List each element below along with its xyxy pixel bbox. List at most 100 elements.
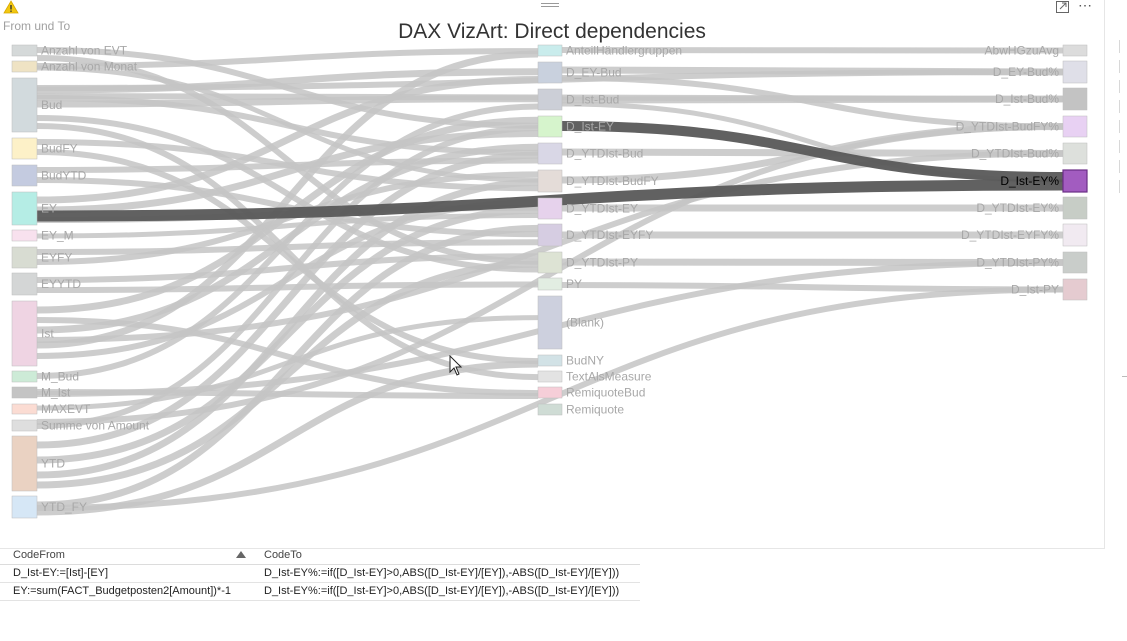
node-blank[interactable] (537, 295, 563, 350)
node-d-ytdist-bud[interactable] (1062, 142, 1088, 165)
node-summe-von-amount[interactable] (11, 419, 38, 432)
node-ytd[interactable] (11, 435, 38, 492)
node-d-ytdist-budfy[interactable] (537, 169, 563, 193)
node-eyytd[interactable] (11, 272, 38, 296)
cell-codefrom: D_Ist-EY:=[Ist]-[EY] (13, 567, 109, 579)
link-budytd-d-ytdist-eyfy[interactable] (36, 177, 539, 238)
node-d-ytdist-bud[interactable] (537, 142, 563, 165)
link-ytd-fy-d-ytdist-eyfy[interactable] (36, 224, 539, 509)
node-label-anzahl-von-monat: Anzahl von Monat (41, 60, 138, 74)
node-budny[interactable] (537, 354, 563, 367)
node-m-bud[interactable] (11, 370, 38, 383)
node-ytd-fy[interactable] (11, 495, 38, 519)
node-d-ist-ey[interactable] (1062, 169, 1088, 193)
node-ey-m[interactable] (11, 229, 38, 242)
node-label-d-ytdist-budfy: D_YTDIst-BudFY% (956, 120, 1060, 134)
cell-codeto: D_Ist-EY%:=if([D_Ist-EY]>0,ABS([D_Ist-EY… (264, 567, 620, 579)
node-label-d-ytdist-ey: D_YTDIst-EY (566, 202, 638, 216)
sort-ascending-icon[interactable] (236, 551, 246, 558)
sankey-visual[interactable]: ⋯ From und To DAX VizArt: Direct depende… (0, 0, 1105, 549)
header-codefrom[interactable]: CodeFrom (13, 549, 65, 561)
node-m-ist[interactable] (11, 386, 38, 399)
node-label-textalsmeasure: TextAlsMeasure (566, 370, 652, 384)
node-d-ytdist-eyfy[interactable] (1062, 223, 1088, 247)
node-label-blank: (Blank) (566, 316, 604, 330)
node-abwhgzuavg[interactable] (1062, 44, 1088, 57)
node-anteilh-ndlergruppen[interactable] (537, 44, 563, 57)
node-d-ytdist-eyfy[interactable] (537, 223, 563, 247)
node-ey[interactable] (11, 191, 38, 226)
side-panel-edge (1119, 40, 1127, 193)
node-label-d-ey-bud: D_EY-Bud% (993, 65, 1060, 79)
node-ist[interactable] (11, 300, 38, 367)
link-bud-textalsmeasure[interactable] (36, 123, 539, 381)
node-label-m-ist: M_Ist (41, 386, 71, 400)
node-d-ist-bud[interactable] (537, 88, 563, 111)
node-anzahl-von-evt[interactable] (11, 44, 38, 57)
node-label-d-ist-py: D_Ist-PY (1011, 283, 1059, 297)
link-ist-anteilh-ndlergruppen[interactable] (36, 50, 539, 349)
node-d-ist-bud[interactable] (1062, 87, 1088, 111)
node-label-eyfy: EYFY (41, 251, 72, 265)
link-bud-d-ytdist-py[interactable] (36, 115, 539, 273)
node-remiquote[interactable] (537, 403, 563, 416)
node-d-ist-py[interactable] (1062, 278, 1088, 301)
node-maxevt[interactable] (11, 403, 38, 415)
link-anzahl-von-evt-d-ytdist-py[interactable] (36, 55, 539, 265)
link-ytd-d-ytdist-ey[interactable] (36, 206, 539, 464)
more-options-icon[interactable]: ⋯ (1078, 0, 1093, 13)
link-eyytd-py[interactable] (36, 281, 539, 293)
node-label-ist: Ist (41, 327, 54, 341)
link-bud-d-ytdist-bud[interactable] (36, 95, 539, 156)
node-anzahl-von-monat[interactable] (11, 60, 38, 73)
node-label-d-ist-ey: D_Ist-EY% (1000, 174, 1059, 188)
link-d-ist-ey-d-ist-ey[interactable] (561, 121, 1064, 182)
focus-mode-icon[interactable] (1055, 0, 1071, 14)
link-anzahl-von-monat-anteilh-ndlergruppen[interactable] (36, 48, 539, 69)
node-d-ytdist-ey[interactable] (1062, 196, 1088, 220)
link-ey-m-d-ytdist-ey[interactable] (36, 213, 539, 239)
node-d-ist-ey[interactable] (537, 115, 563, 138)
link-ey-d-ist-ey[interactable] (36, 130, 539, 214)
link-anteilh-ndlergruppen-abwhgzuavg[interactable] (561, 47, 1064, 54)
node-d-ey-bud[interactable] (1062, 60, 1088, 84)
node-label-d-ist-bud: D_Ist-Bud% (995, 92, 1059, 106)
node-d-ytdist-py[interactable] (1062, 251, 1088, 274)
link-summe-von-amount-d-ytdist-budfy[interactable] (36, 123, 1064, 425)
node-budfy[interactable] (11, 137, 38, 160)
node-bud[interactable] (11, 77, 38, 133)
node-label-d-ytdist-ey: D_YTDIst-EY% (976, 201, 1059, 215)
node-textalsmeasure[interactable] (537, 370, 563, 383)
link-m-bud-d-ist-bud[interactable] (36, 103, 539, 379)
node-label-d-ytdist-py: D_YTDIst-PY (566, 256, 638, 270)
node-label-m-bud: M_Bud (41, 370, 79, 384)
link-ytd-d-ytdist-budfy[interactable] (36, 179, 539, 479)
node-d-ytdist-ey[interactable] (537, 197, 563, 220)
node-label-abwhgzuavg: AbwHGzuAvg (985, 44, 1059, 58)
link-ytd-d-ytdist-py[interactable] (36, 260, 539, 489)
warning-icon[interactable] (3, 0, 19, 14)
drag-handle-icon[interactable] (541, 3, 559, 11)
link-budfy-budny[interactable] (36, 149, 539, 365)
table-row[interactable]: D_Ist-EY:=[Ist]-[EY] D_Ist-EY%:=if([D_Is… (0, 565, 640, 583)
node-py[interactable] (537, 277, 563, 291)
node-eyfy[interactable] (11, 246, 38, 269)
node-budytd[interactable] (11, 164, 38, 187)
dependency-table: CodeFrom CodeTo D_Ist-EY:=[Ist]-[EY] D_I… (0, 546, 640, 601)
node-remiquotebud[interactable] (537, 386, 563, 399)
node-label-anzahl-von-evt: Anzahl von EVT (41, 44, 128, 58)
table-row[interactable]: EY:=sum(FACT_Budgetposten2[Amount])*-1 D… (0, 583, 640, 601)
link-eyytd-d-ytdist-py[interactable] (36, 253, 539, 283)
link-ytd-d-ytdist-bud[interactable] (36, 151, 539, 449)
header-codeto[interactable]: CodeTo (264, 549, 302, 561)
link-ist-remiquotebud[interactable] (36, 317, 539, 397)
link-summe-von-amount-d-ist-ey[interactable] (36, 125, 539, 429)
node-d-ey-bud[interactable] (537, 61, 563, 84)
link-ey-d-ey-bud[interactable] (36, 76, 539, 204)
node-label-bud: Bud (41, 98, 62, 112)
node-d-ytdist-budfy[interactable] (1062, 115, 1088, 138)
link-ytd-fy-d-ist-py[interactable] (36, 286, 1064, 511)
node-d-ytdist-py[interactable] (537, 251, 563, 274)
link-d-ey-bud-d-ytdist-budfy[interactable] (561, 75, 1064, 130)
link-budytd-d-ytdist-bud[interactable] (36, 157, 539, 173)
